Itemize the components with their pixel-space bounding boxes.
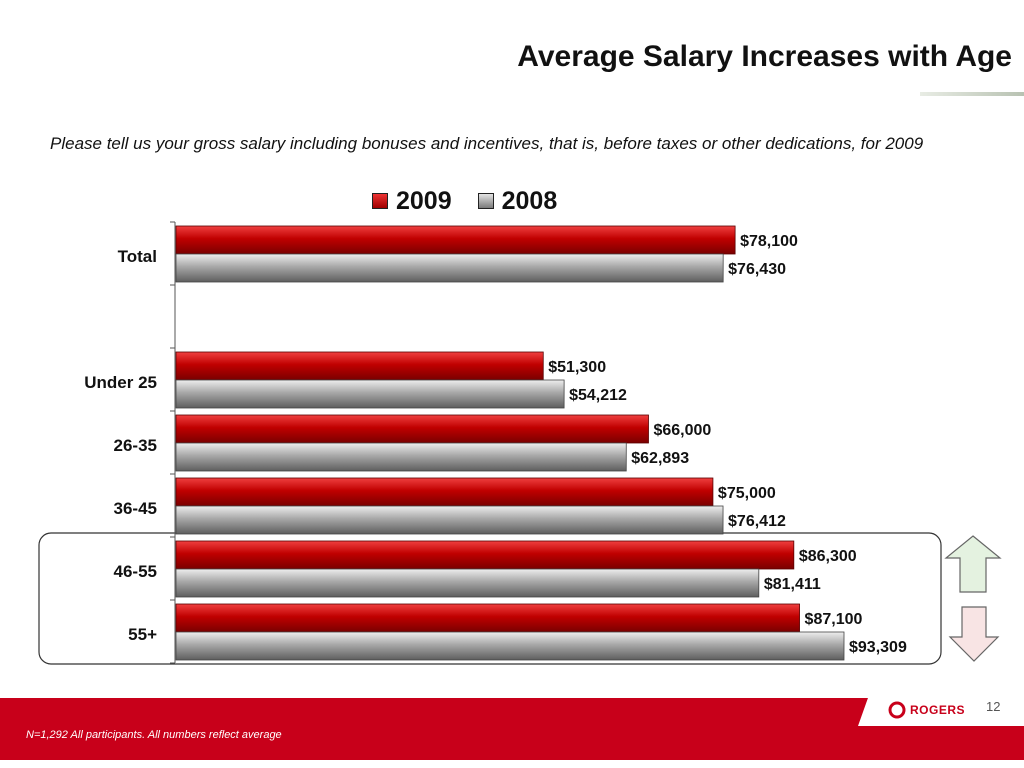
page-number: 12 — [986, 699, 1001, 714]
data-label-2009-under-25: $51,300 — [548, 359, 606, 376]
logo-text: ROGERS — [910, 703, 966, 717]
page-title: Average Salary Increases with Age — [517, 40, 1012, 73]
category-label-36-45: 36-45 — [114, 499, 157, 518]
category-label-total: Total — [118, 247, 157, 266]
bar-2009-26-35 — [175, 414, 649, 444]
chart-legend: 2009 2008 — [372, 186, 583, 216]
legend-label-2009: 2009 — [396, 186, 452, 215]
legend-label-2008: 2008 — [501, 186, 558, 215]
legend-item-2008: 2008 — [477, 186, 558, 216]
data-label-2009-55: $87,100 — [805, 611, 863, 628]
legend-swatch-2009 — [372, 193, 388, 209]
data-label-2008-under-25: $54,212 — [569, 387, 627, 404]
bar-2009-under-25 — [175, 351, 544, 381]
data-label-2009-26-35: $66,000 — [653, 422, 711, 439]
footer-logo-area — [858, 698, 1024, 726]
bar-2009-36-45 — [175, 477, 714, 507]
category-label-26-35: 26-35 — [114, 436, 157, 455]
data-label-2008-36-45: $76,412 — [728, 513, 786, 530]
data-label-2009-46-55: $86,300 — [799, 548, 857, 565]
category-label-46-55: 46-55 — [114, 562, 157, 581]
bar-2008-under-25 — [175, 379, 565, 409]
up-arrow-icon — [944, 535, 1002, 593]
bar-chart: Total $78,100 $76,430 Under 25 $51,300 $54,21… — [38, 221, 942, 665]
legend-item-2009: 2009 — [372, 187, 452, 216]
bar-2008-36-45 — [175, 505, 724, 535]
chart-marks: Total $78,100 $76,430 Under 25 $51,300 $54,21… — [84, 221, 907, 664]
down-arrow-icon — [948, 606, 1000, 662]
data-label-2008-55: $93,309 — [849, 639, 907, 656]
bar-2008-total — [175, 253, 724, 283]
bar-2009-55 — [175, 603, 800, 633]
bar-2008-46-55 — [175, 568, 760, 598]
category-label-55: 55+ — [128, 625, 157, 644]
category-label-under-25: Under 25 — [84, 373, 157, 392]
chart-subtitle: Please tell us your gross salary includi… — [50, 134, 924, 153]
bar-2008-55 — [175, 631, 845, 661]
title-rule — [920, 92, 1024, 96]
bar-2008-26-35 — [175, 442, 627, 472]
footnote: N=1,292 All participants. All numbers re… — [26, 729, 282, 741]
data-label-2008-total: $76,430 — [728, 261, 786, 278]
data-label-2008-26-35: $62,893 — [631, 450, 689, 467]
bar-2009-46-55 — [175, 540, 795, 570]
bar-2009-total — [175, 225, 736, 255]
data-label-2009-total: $78,100 — [740, 233, 798, 250]
legend-swatch-2008 — [477, 193, 494, 209]
rogers-logo-icon — [888, 701, 906, 719]
data-label-2008-46-55: $81,411 — [764, 576, 821, 593]
rogers-logo: ROGERS — [888, 699, 965, 721]
footer-bar — [0, 698, 1024, 760]
data-label-2009-36-45: $75,000 — [718, 485, 776, 502]
